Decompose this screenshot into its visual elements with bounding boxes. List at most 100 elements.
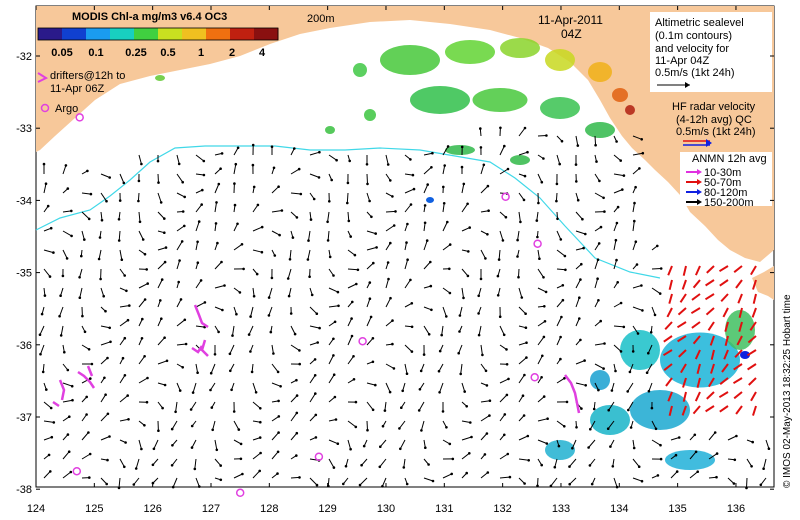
velocity-arrow [385, 297, 391, 308]
velocity-arrowhead [555, 199, 558, 203]
velocity-arrow [385, 363, 395, 369]
velocity-arrow [81, 230, 85, 240]
velocity-arrowhead [522, 198, 526, 202]
velocity-arrow [556, 299, 564, 308]
velocity-arrowhead [241, 472, 244, 476]
colorbar-segment [230, 28, 255, 40]
chl-patch [353, 63, 367, 77]
velocity-arrow [191, 439, 197, 448]
colorbar-segment [110, 28, 135, 40]
lon-tick-label: 126 [144, 503, 162, 515]
velocity-arrowhead [272, 166, 276, 170]
velocity-arrowhead [219, 478, 223, 482]
velocity-arrowhead [191, 391, 195, 394]
velocity-arrowhead [124, 441, 127, 444]
anmn-legend-label-1: 10-30m [704, 167, 741, 179]
velocity-arrow [271, 210, 282, 213]
colorbar [37, 27, 279, 41]
velocity-arrow [537, 320, 546, 327]
velocity-arrow [498, 249, 501, 260]
velocity-arrow [441, 325, 444, 336]
lon-tick-label: 136 [727, 503, 745, 515]
velocity-arrow [309, 375, 316, 384]
velocity-arrowhead [441, 410, 445, 413]
velocity-arrowhead [402, 466, 406, 469]
anmn-legend-title: ANMN 12h avg [692, 153, 767, 165]
velocity-arrow [214, 261, 222, 270]
hf-arrow [668, 293, 673, 304]
velocity-arrowhead [481, 353, 484, 357]
velocity-arrowhead [298, 476, 301, 479]
velocity-arrowhead [190, 446, 194, 449]
current-contour-line [35, 145, 661, 279]
velocity-arrowhead [599, 319, 602, 323]
hf-legend-line2: (4-12h avg) QC [676, 114, 752, 126]
velocity-arrowhead [519, 220, 522, 224]
velocity-arrow [480, 249, 486, 259]
velocity-arrow [290, 432, 298, 441]
velocity-arrowhead [576, 198, 580, 202]
velocity-arrow [347, 356, 354, 365]
velocity-arrow [518, 357, 527, 365]
velocity-arrow [309, 306, 318, 315]
velocity-arrowhead [259, 407, 262, 410]
velocity-arrowhead [391, 319, 394, 322]
velocity-arrowhead [543, 305, 546, 308]
velocity-arrowhead [437, 369, 441, 373]
hf-arrow [718, 391, 729, 399]
velocity-arrow [232, 325, 235, 336]
velocity-arrowhead [634, 240, 638, 243]
velocity-arrowhead [524, 312, 527, 316]
velocity-arrow [190, 401, 197, 410]
velocity-arrowhead [378, 465, 382, 469]
velocity-arrowhead [356, 268, 360, 272]
velocity-arrow [404, 173, 413, 176]
velocity-arrowhead [52, 421, 56, 424]
velocity-arrowhead [640, 138, 643, 141]
chl-patch [612, 88, 628, 102]
velocity-arrow [62, 210, 72, 213]
velocity-arrow [138, 211, 141, 222]
velocity-arrowhead [140, 337, 144, 340]
velocity-arrow [328, 355, 334, 365]
hf-arrow [734, 349, 743, 358]
map-time: 04Z [561, 27, 582, 41]
drifter-track [77, 370, 96, 389]
velocity-arrow [499, 414, 506, 422]
velocity-arrowhead [350, 317, 353, 320]
velocity-arrowhead [501, 239, 505, 242]
velocity-arrow [361, 458, 368, 466]
velocity-arrowhead [81, 314, 84, 318]
velocity-arrow [138, 439, 142, 450]
chl-patch [155, 75, 165, 81]
velocity-arrowhead [649, 331, 653, 334]
velocity-arrowhead [240, 243, 244, 246]
velocity-arrowhead [87, 217, 91, 221]
velocity-arrowhead [120, 258, 124, 262]
velocity-arrow [328, 305, 339, 308]
velocity-arrowhead [595, 160, 598, 163]
hf-arrow [747, 335, 757, 344]
velocity-arrowhead [219, 464, 222, 467]
velocity-arrowhead [69, 470, 73, 474]
hf-arrow [720, 293, 729, 302]
velocity-arrowhead [279, 385, 282, 388]
velocity-arrow [613, 302, 622, 308]
hf-arrow [736, 335, 743, 346]
chl-patch [510, 155, 530, 165]
hf-arrow [692, 279, 701, 289]
velocity-arrow [480, 164, 485, 175]
velocity-arrow [480, 433, 488, 441]
velocity-arrowhead [542, 395, 546, 398]
chl-patch [380, 45, 440, 75]
velocity-arrowhead [181, 366, 184, 369]
velocity-arrowhead [540, 376, 543, 379]
hf-arrow [692, 335, 701, 345]
velocity-arrowhead [181, 210, 185, 213]
velocity-arrow [423, 306, 432, 311]
velocity-arrowhead [477, 312, 480, 315]
velocity-arrowhead [38, 333, 42, 337]
colorbar-tick-label: 2 [229, 47, 235, 59]
velocity-arrowhead [178, 389, 182, 392]
velocity-arrowhead [70, 209, 73, 213]
